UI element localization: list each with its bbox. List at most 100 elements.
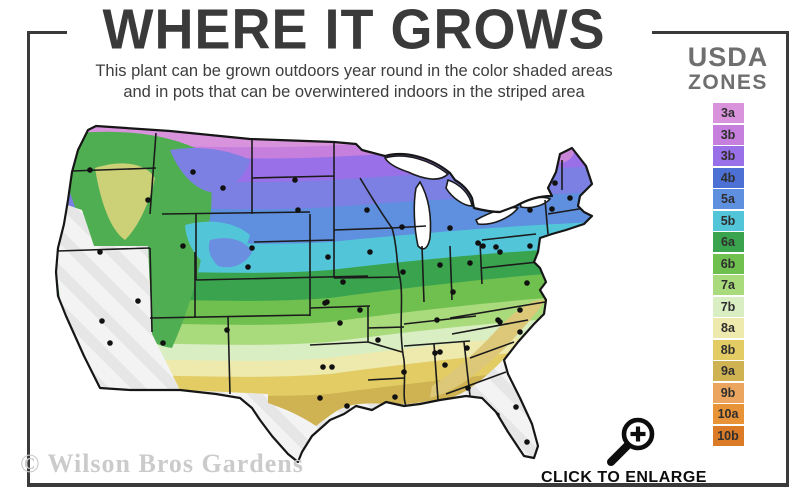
city-dot [480,243,486,249]
city-dot [317,395,323,401]
city-dot [513,404,519,410]
zone-label: 9a [721,364,735,379]
click-to-enlarge-button[interactable]: CLICK TO ENLARGE [541,469,707,486]
city-dot [160,340,166,346]
zone-swatch: 3b [712,124,744,145]
city-dot [392,394,398,400]
columbia-basin-khaki-patch [95,163,155,240]
city-dot [292,177,298,183]
zone-label: 4b [720,170,736,185]
city-dot [220,185,226,191]
zone-swatch: 3a [712,103,744,124]
zone-shading-layers [56,126,592,462]
city-dot [524,280,530,286]
city-dot [87,167,93,173]
zone-swatch: 7a [712,275,744,296]
zone-label: 5b [720,213,736,228]
city-dot [245,264,251,270]
zone-label: 3b [720,127,736,142]
city-dot [447,225,453,231]
city-dot [497,319,503,325]
magnifier-plus-icon[interactable] [598,408,662,470]
city-dot [99,318,105,324]
frame-border-left [27,31,30,487]
zone-swatch: 8a [712,318,744,339]
city-dot [364,207,370,213]
usda-zones-legend: USDA ZONES 3a 3b 3b 4b 5a 5b 6a 6b [676,44,780,447]
city-dot [224,327,230,333]
zone-swatch: 5a [712,189,744,210]
city-dot [493,244,499,250]
city-dot [367,249,373,255]
zone-label: 8b [720,342,736,357]
city-dot [399,224,405,230]
zone-swatch: 6a [712,232,744,253]
city-dot [497,249,503,255]
city-dot [107,340,113,346]
city-dot [400,269,406,275]
city-dot [437,262,443,268]
city-dot [524,439,530,445]
city-dot [517,329,523,335]
zone-label: 8a [721,321,735,336]
city-dot [517,307,523,313]
subtitle: This plant can be grown outdoors year ro… [0,61,708,103]
city-dot [432,350,438,356]
zone-swatch: 3b [712,146,744,167]
zone-swatch: 10a [712,404,744,425]
city-dot [527,243,533,249]
header: WHERE IT GROWS This plant can be grown o… [0,0,708,103]
city-dot [322,300,328,306]
city-dot [295,207,301,213]
city-dot [527,207,533,213]
west-mountain-green-patch [58,131,212,348]
zone-label: 10a [717,407,739,422]
zone-label: 7a [721,278,735,293]
zone-label: 10b [717,428,739,443]
city-dot [337,320,343,326]
legend-title-zones: ZONES [688,71,768,94]
city-dot [325,254,331,260]
city-dot [467,260,473,266]
zone-label: 3a [721,106,735,121]
city-dot [465,385,471,391]
city-dot [375,337,381,343]
frame-border-top-right [652,31,789,34]
city-dot [145,197,151,203]
zone-label: 7b [720,299,736,314]
city-dot [325,425,331,431]
montana-cold-patch [170,148,250,192]
city-dot [401,369,407,375]
state-boundaries [57,132,586,407]
legend-title-usda: USDA [687,42,769,72]
city-dot [340,279,346,285]
southeast-khaki-patch [430,299,545,398]
rockies-blue-patch [208,238,252,268]
zone-swatch: 9b [712,382,744,403]
subtitle-line-1: This plant can be grown outdoors year ro… [95,62,613,80]
city-dot [344,403,350,409]
city-dot [464,345,470,351]
zone-swatch: 6b [712,253,744,274]
striped-area-west [56,202,268,404]
great-lakes [383,155,552,250]
lake-superior [383,155,450,180]
zone-label: 3b [720,149,736,164]
subtitle-line-2: and in pots that can be overwintered ind… [123,83,585,102]
zone-label: 9b [720,385,736,400]
zone-label: 6a [721,235,735,250]
page-title: WHERE IT GROWS [102,0,606,62]
zone-label: 6b [720,256,736,271]
city-dot [552,180,558,186]
city-dot [434,317,440,323]
zone-label: 5a [721,192,735,207]
frame-border-right [786,31,789,487]
zone-swatch: 5b [712,210,744,231]
frame-border-top-left [27,31,67,34]
city-dot [320,364,326,370]
city-dot [249,245,255,251]
city-dot [357,307,363,313]
zone-swatch: 9a [712,361,744,382]
